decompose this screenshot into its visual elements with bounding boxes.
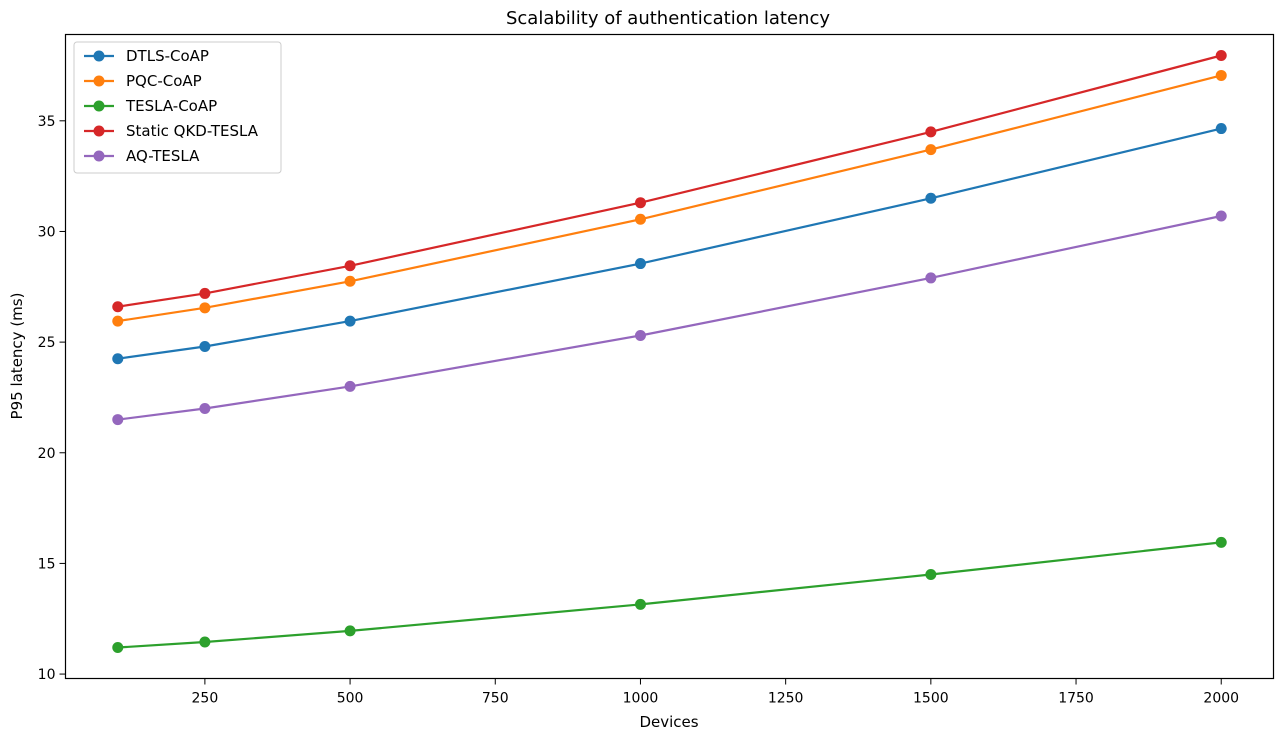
data-point-static-qkd-tesla bbox=[112, 301, 124, 313]
data-point-dtls-coap bbox=[925, 192, 937, 204]
data-point-aq-tesla bbox=[634, 329, 646, 341]
data-point-static-qkd-tesla bbox=[199, 287, 211, 299]
x-axis-label: Devices bbox=[639, 713, 698, 731]
data-point-tesla-coap bbox=[199, 636, 211, 648]
data-point-aq-tesla bbox=[199, 403, 211, 415]
y-tick-label: 15 bbox=[38, 556, 56, 572]
legend-label: AQ-TESLA bbox=[126, 147, 200, 165]
data-point-pqc-coap bbox=[112, 315, 124, 327]
legend-box bbox=[73, 41, 282, 174]
data-point-dtls-coap bbox=[112, 353, 124, 365]
x-tick-label: 1750 bbox=[1058, 691, 1094, 707]
plot-area bbox=[112, 50, 1227, 654]
data-point-tesla-coap bbox=[344, 625, 356, 637]
legend-marker bbox=[93, 100, 105, 112]
data-point-aq-tesla bbox=[925, 272, 937, 284]
y-tick-label: 25 bbox=[38, 335, 56, 351]
legend-marker bbox=[93, 75, 105, 87]
legend-label: PQC-CoAP bbox=[126, 72, 202, 90]
legend: DTLS-CoAP PQC-CoAP TESLA-CoAP Static QKD-TE… bbox=[73, 41, 282, 174]
x-tick-label: 500 bbox=[337, 691, 364, 707]
y-tick-label: 35 bbox=[38, 114, 56, 130]
x-tick-label: 250 bbox=[192, 691, 219, 707]
data-point-dtls-coap bbox=[1215, 123, 1227, 135]
data-point-pqc-coap bbox=[925, 144, 937, 156]
data-point-aq-tesla bbox=[1215, 210, 1227, 222]
series-line-pqc-coap bbox=[117, 74, 1222, 323]
legend-label: Static QKD-TESLA bbox=[126, 122, 259, 140]
x-tick-label: 1500 bbox=[913, 691, 949, 707]
series-line-aq-tesla bbox=[117, 214, 1222, 421]
plot-frame bbox=[64, 33, 1275, 680]
data-point-tesla-coap bbox=[112, 642, 124, 654]
data-point-pqc-coap bbox=[1215, 69, 1227, 81]
data-point-tesla-coap bbox=[1215, 536, 1227, 548]
data-point-dtls-coap bbox=[634, 258, 646, 270]
data-point-dtls-coap bbox=[344, 315, 356, 327]
x-tick-label: 750 bbox=[482, 691, 509, 707]
legend-marker bbox=[93, 150, 105, 162]
y-axis: 10 15 20 25 30 35 bbox=[38, 114, 66, 683]
chart-title: Scalability of authentication latency bbox=[506, 8, 830, 29]
legend-label: DTLS-CoAP bbox=[126, 47, 209, 65]
y-tick-label: 30 bbox=[38, 224, 56, 240]
data-point-static-qkd-tesla bbox=[925, 126, 937, 138]
legend-marker bbox=[93, 50, 105, 62]
y-tick-label: 20 bbox=[38, 446, 56, 462]
data-point-static-qkd-tesla bbox=[344, 260, 356, 272]
data-point-pqc-coap bbox=[344, 275, 356, 287]
data-point-static-qkd-tesla bbox=[1215, 50, 1227, 62]
y-tick-label: 10 bbox=[38, 667, 56, 683]
data-point-aq-tesla bbox=[112, 414, 124, 426]
data-point-static-qkd-tesla bbox=[634, 197, 646, 209]
data-point-tesla-coap bbox=[634, 598, 646, 610]
series-line-dtls-coap bbox=[117, 127, 1222, 360]
x-tick-label: 1250 bbox=[768, 691, 804, 707]
x-tick-label: 2000 bbox=[1203, 691, 1239, 707]
series-line-tesla-coap bbox=[117, 541, 1222, 649]
data-point-aq-tesla bbox=[344, 380, 356, 392]
data-point-pqc-coap bbox=[634, 213, 646, 225]
series-line-static-qkd-tesla bbox=[117, 54, 1222, 308]
data-point-pqc-coap bbox=[199, 302, 211, 314]
y-axis-label: P95 latency (ms) bbox=[8, 293, 26, 420]
legend-marker bbox=[93, 125, 105, 137]
data-point-dtls-coap bbox=[199, 341, 211, 353]
x-axis: 250 500 750 1000 1250 1500 1750 2000 bbox=[192, 678, 1239, 707]
x-tick-label: 1000 bbox=[623, 691, 659, 707]
legend-label: TESLA-CoAP bbox=[125, 97, 217, 115]
data-point-tesla-coap bbox=[925, 568, 937, 580]
